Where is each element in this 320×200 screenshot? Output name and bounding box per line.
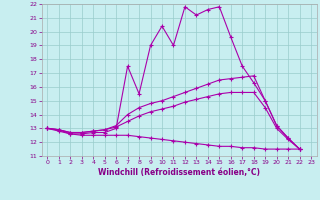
X-axis label: Windchill (Refroidissement éolien,°C): Windchill (Refroidissement éolien,°C) bbox=[98, 168, 260, 177]
